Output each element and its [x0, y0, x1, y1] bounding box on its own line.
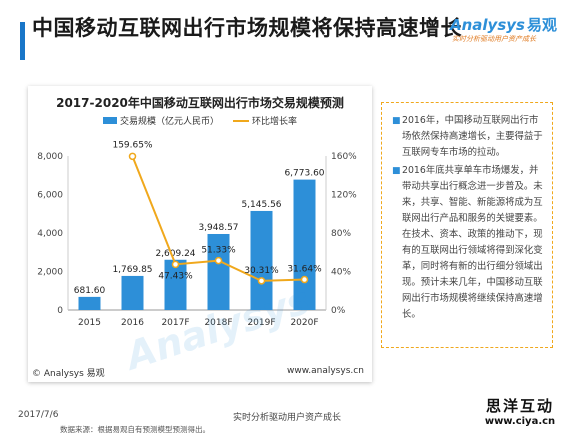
chart-source: 数据来源：根据易观自有预测模型预测得出。 — [60, 425, 210, 434]
slide-tagline: 实时分析驱动用户资产成长 — [233, 413, 342, 423]
bar-value-label: 6,773.60 — [284, 169, 324, 179]
bar-value-label: 1,769.85 — [112, 265, 152, 275]
y-tick-label: 0 — [57, 306, 63, 316]
y-tick-label: 2,000 — [37, 268, 63, 278]
copyright: © Analysys 易观 — [32, 369, 105, 379]
bullet-dot-icon: ■ — [392, 166, 401, 176]
x-tick-label: 2018F — [204, 318, 232, 328]
site-url: www.analysys.cn — [287, 366, 364, 376]
legend-bar-swatch — [102, 117, 117, 124]
y-tick-label: 8,000 — [37, 152, 63, 162]
insight-item: ■ 2016年，中国移动互联网出行市场依然保持高速增长，主要得益于互联网专车市场的… — [392, 115, 543, 158]
y2-tick-label: 80% — [331, 229, 351, 239]
bar-value-label: 5,145.56 — [241, 200, 281, 210]
page-title: 中国移动互联网出行市场规模将保持高速增长 — [32, 16, 462, 40]
bar — [207, 233, 230, 310]
growth-rate-point — [171, 260, 180, 269]
chart-legend: 交易规模（亿元人民币） 环比增长率 — [28, 114, 372, 127]
bar-value-label: 681.60 — [74, 286, 106, 296]
legend-line-label: 环比增长率 — [252, 117, 298, 127]
brand-name-cn: 易观 — [526, 16, 557, 34]
bar-value-label: 2,609.24 — [155, 249, 195, 259]
growth-rate-label: 51.33% — [201, 246, 236, 256]
y2-tick-label: 0% — [331, 306, 346, 316]
legend-bar-label: 交易规模（亿元人民币） — [119, 117, 219, 127]
insight-box: ■ 2016年，中国移动互联网出行市场依然保持高速增长，主要得益于互联网专车市场的… — [381, 102, 553, 348]
growth-rate-label: 31.64% — [287, 265, 322, 275]
legend-line-swatch — [233, 119, 249, 122]
chart-plot: 0 2,000 4,000 6,000 8,000 0% 40% 80% 120% 160% 681… — [37, 140, 357, 328]
title-accent-bar — [20, 22, 25, 60]
bar — [121, 275, 144, 310]
growth-rate-label: 30.31% — [244, 266, 279, 276]
y2-tick-label: 160% — [331, 152, 357, 162]
growth-rate-label: 159.65% — [112, 140, 152, 150]
y-tick-label: 4,000 — [37, 229, 63, 239]
bar — [250, 210, 273, 310]
growth-rate-point — [128, 152, 137, 161]
x-tick-label: 2016 — [121, 318, 144, 328]
y2-tick-label: 40% — [331, 268, 351, 278]
x-tick-label: 2020F — [290, 318, 318, 328]
brand-name: Analysys 易观 — [450, 16, 557, 34]
growth-rate-label: 47.43% — [158, 271, 193, 281]
chart-card: 2017-2020年中国移动互联网出行市场交易规模预测 交易规模（亿元人民币） 环… — [28, 86, 372, 434]
y2-tick-label: 120% — [331, 191, 357, 201]
growth-rate-point — [257, 277, 266, 285]
x-tick-label: 2019F — [247, 318, 275, 328]
x-tick-label: 2017F — [161, 318, 189, 328]
corner-logo-url: www.ciya.cn — [484, 416, 556, 427]
insight-item: ■ 2016年底共享单车市场爆发，并带动共享出行概念进一步普及。未来，共享、智能、… — [392, 165, 543, 320]
slide-date: 2017/7/6 — [18, 410, 59, 420]
x-tick-label: 2015 — [78, 318, 101, 328]
bar-value-label: 3,948.57 — [198, 223, 238, 233]
bullet-dot-icon: ■ — [392, 116, 401, 126]
bar — [293, 179, 316, 310]
bar — [164, 259, 187, 310]
brand-logo: Analysys 易观 实时分析驱动用户资产成长 — [450, 14, 568, 48]
growth-rate-point — [214, 256, 223, 265]
brand-tagline: 实时分析驱动用户资产成长 — [452, 35, 536, 43]
chart-title: 2017-2020年中国移动互联网出行市场交易规模预测 — [56, 96, 344, 110]
corner-logo-name: 思洋互动 — [485, 397, 554, 415]
corner-logo: 思洋互动 www.ciya.cn — [470, 397, 570, 428]
bar — [78, 296, 101, 310]
y-tick-label: 6,000 — [37, 191, 63, 201]
growth-rate-point — [300, 275, 309, 284]
